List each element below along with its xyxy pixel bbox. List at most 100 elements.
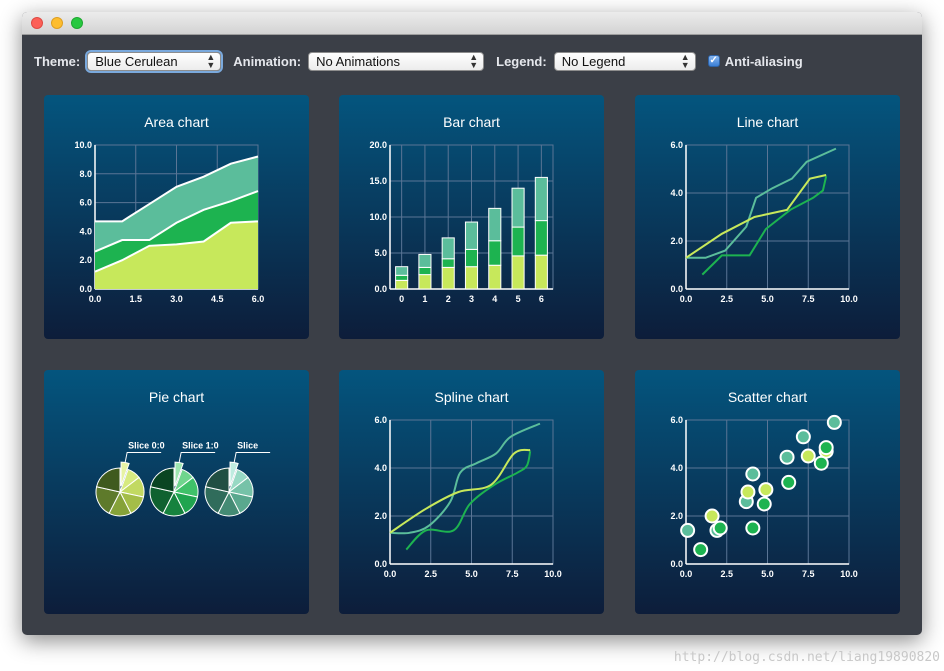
chart-title: Bar chart bbox=[443, 114, 500, 130]
scatter-point bbox=[779, 449, 795, 465]
theme-label: Theme: bbox=[34, 53, 81, 69]
chart-title: Scatter chart bbox=[727, 389, 808, 405]
bar-2-series-2 bbox=[441, 237, 455, 260]
scatter-point bbox=[800, 448, 816, 464]
antialiasing-checkbox[interactable]: ✓ bbox=[707, 55, 720, 67]
pie-2-slice-6 bbox=[204, 467, 230, 493]
bar-6-series-1 bbox=[534, 220, 548, 256]
x-tick-label: 7.5 bbox=[802, 569, 815, 579]
slice-label-leader bbox=[124, 451, 162, 463]
series-line-1 bbox=[701, 175, 828, 276]
y-tick-label: 6.0 bbox=[670, 140, 683, 150]
y-tick-label: 0.0 bbox=[79, 284, 92, 294]
bar-chart: 0.0 5.0 10.0 15.0 20.0 0 1 2 3 4 5 6 bbox=[369, 140, 554, 304]
series-line-0 bbox=[389, 448, 531, 534]
x-tick-label: 0.0 bbox=[384, 569, 397, 579]
x-tick-label: 1.5 bbox=[129, 294, 142, 304]
slice-label-leader bbox=[178, 451, 216, 463]
x-tick-label: 6.0 bbox=[252, 294, 265, 304]
y-tick-label: 20.0 bbox=[369, 140, 387, 150]
scatter-point bbox=[826, 414, 842, 430]
bar-3-series-2 bbox=[464, 221, 479, 250]
chart-title: Spline chart bbox=[434, 389, 509, 405]
slice-label: Slice bbox=[237, 440, 258, 450]
bar-0-series-2 bbox=[395, 266, 409, 276]
scatter-point bbox=[740, 484, 756, 500]
chart-title: Pie chart bbox=[148, 389, 205, 405]
bar-chart-panel: Bar chart 0.0 5.0 10.0 15.0 20.0 0 1 2 3 4 5 6 bbox=[339, 95, 604, 339]
bar-5-series-0 bbox=[511, 255, 525, 290]
y-tick-label: 4.0 bbox=[670, 188, 683, 198]
theme-select[interactable]: Blue Cerulean ▲ ▼ bbox=[87, 51, 222, 71]
legend-label: Legend: bbox=[496, 53, 547, 69]
bar-2-series-1 bbox=[441, 258, 455, 268]
bar-1-series-2 bbox=[418, 253, 432, 268]
scatter-point bbox=[693, 542, 709, 558]
chart-title: Line chart bbox=[736, 114, 799, 130]
y-tick-label: 0.0 bbox=[374, 559, 387, 569]
chart-title: Area chart bbox=[144, 114, 209, 130]
line-chart: 0.0 2.0 4.0 6.0 0.0 2.5 5.0 7.5 10.0 bbox=[670, 140, 858, 304]
slice-label: Slice 1:0 bbox=[182, 440, 219, 450]
bar-0-series-0 bbox=[395, 279, 409, 290]
toolbar: Theme: Blue Cerulean ▲ ▼ Animation: No An… bbox=[34, 50, 803, 72]
x-tick-label: 0.0 bbox=[680, 294, 693, 304]
x-tick-label: 10.0 bbox=[840, 569, 858, 579]
scatter-point bbox=[712, 520, 728, 536]
x-tick-label: 5 bbox=[516, 294, 521, 304]
x-tick-label: 10.0 bbox=[840, 294, 858, 304]
bar-6-series-0 bbox=[534, 254, 548, 290]
legend-select[interactable]: No Legend ▲ ▼ bbox=[553, 51, 696, 71]
legend-select-value: No Legend bbox=[561, 53, 626, 69]
x-tick-label: 10.0 bbox=[544, 569, 562, 579]
area-series-0 bbox=[95, 221, 258, 289]
x-tick-label: 2 bbox=[446, 294, 451, 304]
x-tick-label: 5.0 bbox=[761, 294, 774, 304]
slice-label-leader bbox=[233, 451, 271, 463]
bar-5-series-2 bbox=[511, 187, 525, 228]
bar-6-series-2 bbox=[534, 176, 548, 222]
animation-label: Animation: bbox=[233, 53, 302, 69]
updown-arrows-icon: ▲ ▼ bbox=[206, 52, 216, 70]
antialiasing-label[interactable]: Anti-aliasing bbox=[724, 53, 803, 69]
bar-4-series-0 bbox=[488, 264, 502, 290]
close-window-button[interactable] bbox=[31, 17, 43, 29]
scatter-chart-panel: Scatter chart 0.0 2.0 4.0 6.0 0.0 2.5 5.0 7.5 10… bbox=[635, 370, 900, 614]
x-tick-label: 2.5 bbox=[424, 569, 437, 579]
y-tick-label: 6.0 bbox=[79, 198, 92, 208]
bar-1-series-1 bbox=[418, 266, 432, 276]
animation-select[interactable]: No Animations ▲ ▼ bbox=[308, 51, 485, 71]
series-line-2 bbox=[389, 422, 541, 535]
y-tick-label: 5.0 bbox=[374, 248, 387, 258]
title-bar bbox=[22, 12, 922, 35]
scatter-point bbox=[813, 455, 829, 471]
x-tick-label: 1 bbox=[422, 294, 427, 304]
x-tick-label: 3.0 bbox=[170, 294, 183, 304]
area-series-0-border bbox=[94, 220, 259, 273]
pie-2-slice-0 bbox=[229, 461, 239, 487]
x-tick-label: 6 bbox=[539, 294, 544, 304]
y-tick-label: 2.0 bbox=[670, 511, 683, 521]
bar-1-series-0 bbox=[418, 274, 432, 290]
minimize-window-button[interactable] bbox=[51, 17, 63, 29]
series-line-1 bbox=[405, 450, 532, 551]
series-line-2 bbox=[686, 147, 837, 259]
area-series-2 bbox=[95, 156, 258, 252]
y-tick-label: 4.0 bbox=[79, 226, 92, 236]
y-tick-label: 8.0 bbox=[79, 169, 92, 179]
y-tick-label: 4.0 bbox=[670, 463, 683, 473]
y-tick-label: 10.0 bbox=[74, 140, 92, 150]
y-tick-label: 4.0 bbox=[374, 463, 387, 473]
pie-0-slice-6 bbox=[95, 467, 121, 493]
bar-5-series-1 bbox=[511, 226, 525, 257]
x-tick-label: 2.5 bbox=[720, 294, 733, 304]
spline-chart: 0.0 2.0 4.0 6.0 0.0 2.5 5.0 7.5 10.0 bbox=[374, 415, 562, 579]
scatter-point bbox=[781, 474, 797, 490]
zoom-window-button[interactable] bbox=[71, 17, 83, 29]
scatter-point bbox=[704, 508, 720, 524]
theme-select-value: Blue Cerulean bbox=[95, 53, 178, 69]
app-window: Theme: Blue Cerulean ▲ ▼ Animation: No An… bbox=[22, 12, 922, 635]
area-chart: 0.0 2.0 4.0 6.0 8.0 10.0 0.0 1.5 3.0 4.5 6.0 bbox=[74, 140, 265, 304]
y-tick-label: 6.0 bbox=[374, 415, 387, 425]
x-tick-label: 7.5 bbox=[506, 569, 519, 579]
